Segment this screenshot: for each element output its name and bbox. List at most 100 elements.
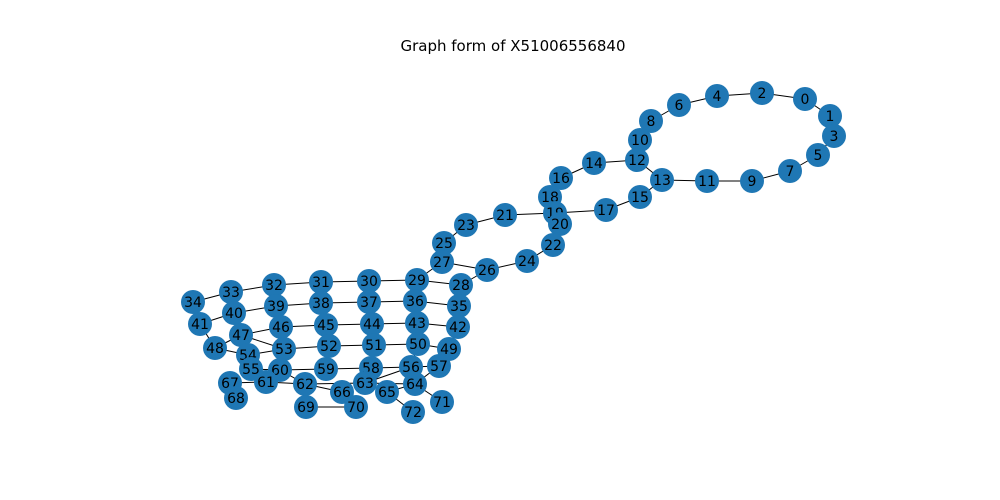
node-circle	[446, 315, 470, 339]
node-6: 6	[667, 93, 691, 117]
node-36: 36	[403, 289, 427, 313]
node-label: 61	[257, 375, 275, 391]
node-label: 63	[356, 376, 374, 392]
node-label: 70	[347, 400, 365, 416]
node-circle	[447, 294, 471, 318]
node-label: 23	[457, 218, 475, 234]
node-label: 65	[378, 385, 396, 401]
node-label: 5	[814, 148, 823, 164]
node-28: 28	[449, 273, 473, 297]
node-13: 13	[650, 168, 674, 192]
node-2: 2	[750, 81, 774, 105]
node-circle	[582, 151, 606, 175]
node-label: 57	[430, 359, 448, 375]
node-label: 26	[478, 263, 496, 279]
node-label: 37	[360, 295, 378, 311]
node-label: 42	[449, 320, 467, 336]
node-63: 63	[353, 371, 377, 395]
node-circle	[264, 294, 288, 318]
node-circle	[822, 124, 846, 148]
node-label: 32	[265, 278, 283, 294]
node-circle	[203, 336, 227, 360]
node-label: 14	[585, 156, 603, 172]
node-circle	[432, 231, 456, 255]
node-circle	[293, 372, 317, 396]
node-39: 39	[264, 294, 288, 318]
node-circle	[430, 390, 454, 414]
node-16: 16	[549, 166, 573, 190]
node-17: 17	[594, 198, 618, 222]
node-label: 16	[552, 171, 570, 187]
node-label: 62	[296, 377, 314, 393]
node-31: 31	[309, 270, 333, 294]
node-12: 12	[625, 148, 649, 172]
node-label: 21	[496, 208, 514, 224]
node-label: 13	[653, 173, 671, 189]
node-61: 61	[254, 370, 278, 394]
node-label: 9	[748, 174, 757, 190]
node-69: 69	[294, 395, 318, 419]
node-circle	[515, 249, 539, 273]
node-30: 30	[357, 269, 381, 293]
node-51: 51	[362, 333, 386, 357]
node-9: 9	[740, 169, 764, 193]
node-circle	[427, 354, 451, 378]
node-44: 44	[360, 312, 384, 336]
node-34: 34	[181, 290, 205, 314]
node-41: 41	[188, 312, 212, 336]
node-circle	[806, 143, 830, 167]
node-66: 66	[330, 380, 354, 404]
node-3: 3	[822, 124, 846, 148]
node-20: 20	[548, 212, 572, 236]
node-64: 64	[403, 372, 427, 396]
node-33: 33	[219, 280, 243, 304]
node-14: 14	[582, 151, 606, 175]
node-circle	[695, 169, 719, 193]
node-circle	[317, 334, 341, 358]
node-23: 23	[454, 213, 478, 237]
node-65: 65	[375, 380, 399, 404]
node-5: 5	[806, 143, 830, 167]
node-circle	[639, 109, 663, 133]
node-label: 12	[628, 153, 646, 169]
node-label: 52	[320, 339, 338, 355]
node-circle	[314, 313, 338, 337]
node-circle	[628, 128, 652, 152]
node-circle	[222, 301, 246, 325]
node-4: 4	[705, 84, 729, 108]
node-label: 22	[544, 238, 562, 254]
node-circle	[403, 372, 427, 396]
node-label: 43	[408, 316, 426, 332]
node-15: 15	[628, 185, 652, 209]
node-circle	[740, 169, 764, 193]
node-circle	[229, 323, 253, 347]
node-circle	[314, 357, 338, 381]
node-circle	[449, 273, 473, 297]
node-circle	[362, 333, 386, 357]
node-43: 43	[405, 311, 429, 335]
node-10: 10	[628, 128, 652, 152]
node-circle	[262, 273, 286, 297]
node-70: 70	[344, 395, 368, 419]
node-label: 0	[801, 92, 810, 108]
node-circle	[625, 148, 649, 172]
node-label: 64	[406, 377, 424, 393]
node-57: 57	[427, 354, 451, 378]
node-label: 25	[435, 236, 453, 252]
node-label: 55	[242, 362, 260, 378]
node-circle	[405, 268, 429, 292]
node-circle	[254, 370, 278, 394]
node-circle	[650, 168, 674, 192]
node-29: 29	[405, 268, 429, 292]
node-circle	[224, 386, 248, 410]
node-label: 11	[698, 174, 716, 190]
node-label: 40	[225, 306, 243, 322]
node-label: 47	[232, 328, 250, 344]
node-27: 27	[430, 250, 454, 274]
node-32: 32	[262, 273, 286, 297]
node-label: 50	[409, 337, 427, 353]
node-label: 39	[267, 299, 285, 315]
node-8: 8	[639, 109, 663, 133]
node-circle	[309, 291, 333, 315]
